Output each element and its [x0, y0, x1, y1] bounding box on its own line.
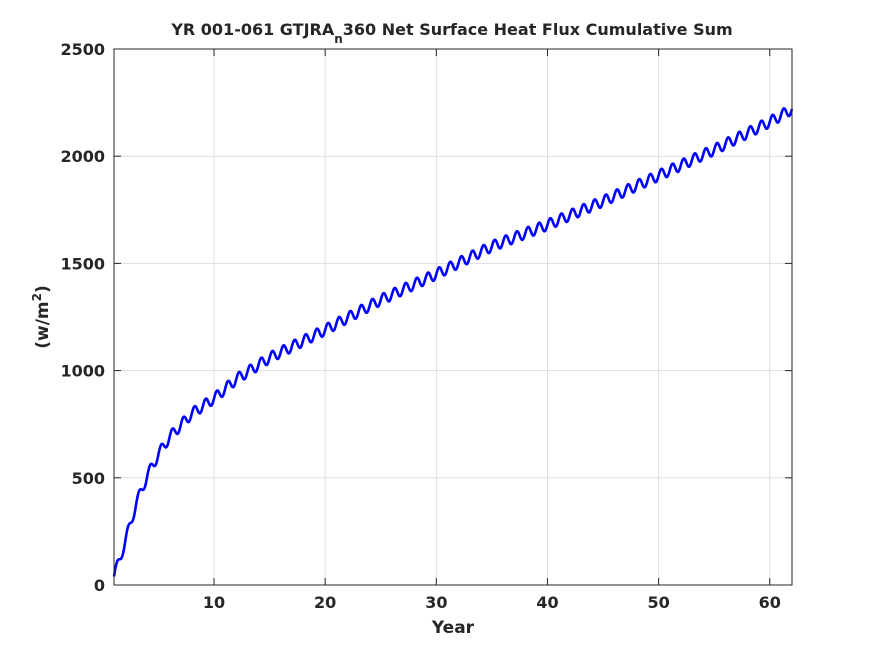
y-axis-label-superscript: 2 — [30, 293, 44, 301]
x-tick-label: 20 — [314, 593, 336, 612]
y-tick-label: 500 — [72, 469, 105, 488]
y-tick-label: 2000 — [60, 147, 105, 166]
x-axis-label: Year — [431, 618, 475, 638]
x-tick-labels: 10 20 30 40 50 60 — [203, 593, 781, 612]
chart-title-prefix: YR 001-061 GTJRA — [170, 20, 335, 39]
x-tick-label: 30 — [425, 593, 447, 612]
x-tick-label: 50 — [647, 593, 669, 612]
y-tick-label: 1000 — [60, 362, 105, 381]
plot-area — [114, 49, 792, 585]
series-group — [112, 107, 794, 577]
plot-frame — [113, 48, 793, 586]
y-tick-label: 2500 — [60, 40, 105, 59]
x-tick-label: 60 — [759, 593, 781, 612]
x-tick-label: 10 — [203, 593, 225, 612]
chart-title: YR 001-061 GTJRAn360 Net Surface Heat Fl… — [170, 20, 732, 46]
y-tick-labels: 0 500 1000 1500 2000 2500 — [60, 40, 105, 595]
x-tick-label: 40 — [536, 593, 558, 612]
y-axis-label-base: (w/m — [33, 301, 53, 348]
tick-marks — [114, 48, 792, 586]
y-axis-label: (w/m2) — [30, 285, 53, 349]
series-line-cumulative-sum — [112, 107, 794, 577]
chart-title-suffix: 360 Net Surface Heat Flux Cumulative Sum — [343, 20, 733, 39]
chart-title-subscript: n — [334, 32, 343, 46]
y-axis-label-close: ) — [33, 285, 53, 293]
y-tick-label: 0 — [94, 576, 105, 595]
y-tick-label: 1500 — [60, 254, 105, 273]
